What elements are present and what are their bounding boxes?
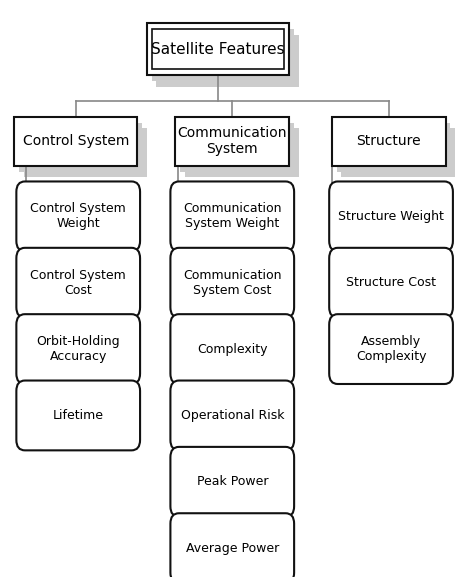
Text: Orbit-Holding
Accuracy: Orbit-Holding Accuracy — [36, 335, 120, 363]
Text: Control System: Control System — [23, 134, 129, 148]
Text: Lifetime: Lifetime — [53, 409, 104, 422]
Text: Structure Weight: Structure Weight — [338, 210, 444, 223]
FancyBboxPatch shape — [329, 181, 453, 252]
FancyBboxPatch shape — [147, 23, 289, 75]
Text: Structure: Structure — [356, 134, 421, 148]
FancyBboxPatch shape — [170, 181, 294, 252]
FancyBboxPatch shape — [185, 129, 299, 178]
FancyBboxPatch shape — [337, 123, 450, 172]
FancyBboxPatch shape — [329, 314, 453, 384]
Text: Complexity: Complexity — [197, 343, 267, 355]
FancyBboxPatch shape — [341, 129, 455, 178]
Text: Communication
System Weight: Communication System Weight — [183, 203, 282, 230]
FancyBboxPatch shape — [170, 248, 294, 317]
Text: Structure Cost: Structure Cost — [346, 276, 436, 289]
FancyBboxPatch shape — [175, 117, 289, 166]
Text: Communication
System: Communication System — [177, 126, 287, 156]
FancyBboxPatch shape — [16, 248, 140, 317]
Text: Satellite Features: Satellite Features — [151, 42, 285, 57]
FancyBboxPatch shape — [24, 129, 147, 178]
FancyBboxPatch shape — [332, 117, 446, 166]
FancyBboxPatch shape — [170, 314, 294, 384]
Text: Peak Power: Peak Power — [197, 475, 268, 488]
FancyBboxPatch shape — [16, 314, 140, 384]
FancyBboxPatch shape — [152, 29, 294, 81]
Text: Communication
System Cost: Communication System Cost — [183, 269, 282, 297]
Text: Control System
Weight: Control System Weight — [30, 203, 126, 230]
FancyBboxPatch shape — [329, 248, 453, 317]
FancyBboxPatch shape — [16, 181, 140, 252]
FancyBboxPatch shape — [156, 35, 299, 87]
FancyBboxPatch shape — [170, 514, 294, 577]
FancyBboxPatch shape — [19, 123, 142, 172]
FancyBboxPatch shape — [16, 381, 140, 450]
FancyBboxPatch shape — [14, 117, 137, 166]
Text: Assembly
Complexity: Assembly Complexity — [356, 335, 426, 363]
Text: Control System
Cost: Control System Cost — [30, 269, 126, 297]
FancyBboxPatch shape — [180, 123, 294, 172]
Text: Average Power: Average Power — [186, 542, 279, 554]
FancyBboxPatch shape — [170, 381, 294, 450]
Text: Operational Risk: Operational Risk — [181, 409, 284, 422]
FancyBboxPatch shape — [170, 447, 294, 517]
